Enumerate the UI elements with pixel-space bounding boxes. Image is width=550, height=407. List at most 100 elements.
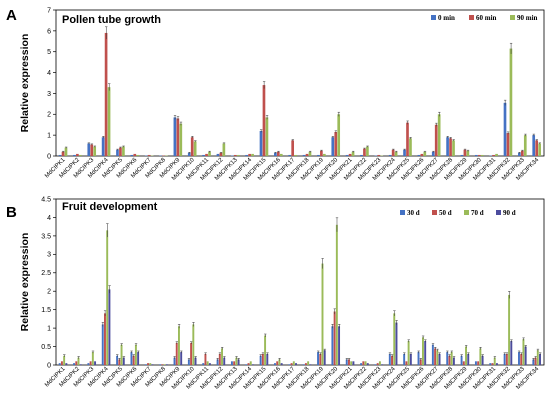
panel-a-bar <box>191 137 194 156</box>
panel-b-legend-label: 30 d <box>407 209 420 217</box>
panel-b-bar <box>467 354 469 365</box>
panel-b-bar <box>291 363 293 365</box>
panel-b-bar <box>461 356 463 365</box>
panel-b-bar <box>362 361 364 365</box>
panel-b-y-tick-label: 0 <box>47 362 51 369</box>
panel-b-bar <box>159 364 161 365</box>
panel-b-bar <box>537 350 539 365</box>
panel-b-y-tick-label: 4.5 <box>41 196 51 203</box>
panel-b-bar <box>245 364 247 365</box>
panel-b-legend-label: 50 d <box>439 209 452 217</box>
panel-a-bar <box>202 155 205 156</box>
panel-a-y-tick-label: 3 <box>47 91 51 98</box>
panel-a-bar <box>136 155 139 156</box>
panel-b-bar <box>295 363 297 365</box>
panel-a-bar <box>346 155 349 156</box>
panel-b-bar <box>518 352 520 365</box>
panel-b-bar <box>510 341 512 365</box>
panel-a-bar <box>251 154 254 156</box>
panel-b-bar <box>219 354 221 365</box>
panel-b-bar <box>73 363 75 365</box>
panel-a-bar <box>389 155 392 156</box>
panel-b-bar <box>508 295 510 365</box>
panel-b-bar <box>248 363 250 365</box>
panel-b-bar <box>202 363 204 365</box>
panel-a-bar <box>306 154 309 156</box>
panel-b-bar <box>365 361 367 365</box>
panel-a-bar <box>294 155 297 156</box>
panel-b-legend-label: 90 d <box>503 209 516 217</box>
panel-a-bar <box>532 135 535 156</box>
panel-b-y-tick-label: 2.5 <box>41 270 51 277</box>
panel-a-bar <box>449 138 452 156</box>
panel-a-bar <box>320 151 323 156</box>
panel-b-y-tick-label: 4 <box>47 215 51 222</box>
panel-b-bar <box>465 347 467 365</box>
panel-a-bar <box>237 155 240 156</box>
panel-a-bar <box>392 150 395 156</box>
panel-a-bar <box>406 123 409 156</box>
panel-a-bar <box>148 155 151 156</box>
panel-b-y-tick-label: 1.5 <box>41 307 51 314</box>
panel-b-legend-swatch <box>432 210 437 215</box>
panel-b-bar <box>379 361 381 365</box>
panel-a-bar <box>363 149 366 156</box>
panel-a-bar <box>248 154 251 156</box>
panel-a-y-tick-label: 6 <box>47 28 51 35</box>
panel-b-plot-frame <box>56 199 544 365</box>
panel-a-y-tick-label: 0 <box>47 153 51 160</box>
panel-a-bar <box>337 114 340 156</box>
panel-a-y-tick-label: 5 <box>47 49 51 56</box>
panel-b-bar <box>90 361 92 365</box>
panel-a-bar <box>435 125 438 156</box>
panel-b-legend-swatch <box>496 210 501 215</box>
panel-b-bar <box>374 364 376 365</box>
panel-b-bar <box>504 354 506 365</box>
panel-b-bar <box>221 348 223 365</box>
panel-b-bar <box>360 363 362 365</box>
panel-b-bar <box>446 352 448 365</box>
panel-a-legend-swatch <box>431 15 436 20</box>
panel-a-bar <box>303 155 306 156</box>
panel-b-bar <box>475 361 477 365</box>
panel-b-bar <box>262 354 264 365</box>
panel-a-letter: A <box>6 7 17 24</box>
panel-b-y-tick-label: 3 <box>47 252 51 259</box>
panel-b-bar <box>396 323 398 365</box>
panel-b-bar <box>334 312 336 365</box>
panel-b-legend-swatch <box>400 210 405 215</box>
panel-b-bar <box>520 354 522 365</box>
panel-a-bar <box>266 117 269 156</box>
panel-b-bar <box>133 356 135 365</box>
panel-b-bar <box>145 364 147 365</box>
panel-b-bar <box>319 354 321 365</box>
panel-a-legend-swatch <box>469 15 474 20</box>
panel-a-bar <box>452 140 455 156</box>
panel-a-bar <box>446 137 449 156</box>
panel-a-bar <box>76 154 79 156</box>
panel-b-bar <box>436 350 438 365</box>
panel-b-bar <box>250 361 252 365</box>
panel-b-bar <box>92 352 94 365</box>
panel-a-bar <box>535 140 538 156</box>
panel-b-bar <box>434 348 436 365</box>
panel-b-bar <box>463 361 465 365</box>
panel-b-bar <box>166 364 168 365</box>
panel-a-bar <box>122 147 125 156</box>
panel-a-bar <box>65 148 68 156</box>
panel-a-bar <box>403 150 406 156</box>
panel-a-bar <box>438 114 441 156</box>
panel-b-bar <box>63 356 65 365</box>
panel-b-bar <box>108 289 110 365</box>
panel-b-bar <box>492 363 494 365</box>
panel-a-bar <box>504 103 507 156</box>
panel-a-bar <box>260 131 263 156</box>
panel-b-letter: B <box>6 204 17 221</box>
panel-b-bar <box>121 345 123 365</box>
panel-b-bar <box>309 364 311 365</box>
panel-b-bar <box>496 363 498 365</box>
panel-a-bar <box>377 155 380 156</box>
panel-b-bar <box>266 354 268 365</box>
panel-a-bar <box>331 137 334 156</box>
